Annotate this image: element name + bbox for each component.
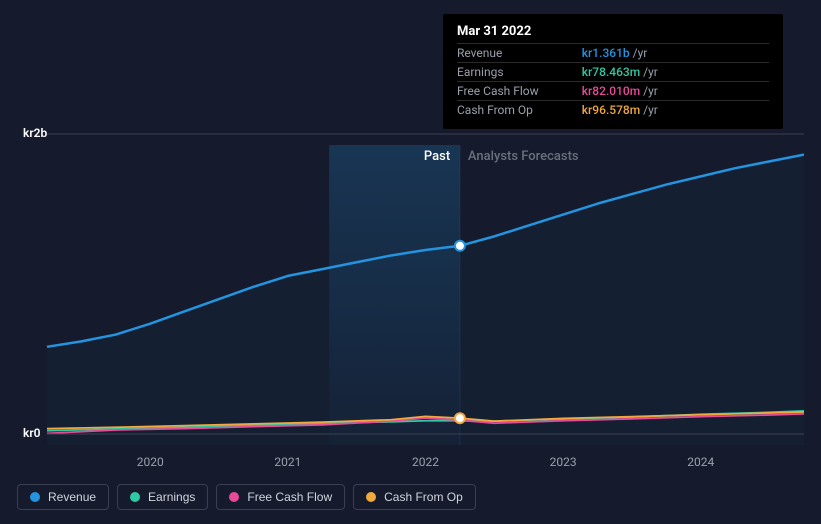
legend-label: Revenue [48, 490, 96, 504]
tooltip-row-label: Free Cash Flow [457, 82, 582, 101]
legend-label: Free Cash Flow [247, 490, 332, 504]
legend-dot-icon [229, 492, 239, 502]
marker-revenue [455, 241, 465, 251]
tooltip-row-value: kr82.010m /yr [582, 82, 769, 101]
x-axis-label: 2023 [550, 455, 577, 469]
marker-cash_from_op [455, 413, 465, 423]
x-axis-label: 2024 [687, 455, 714, 469]
tooltip-row-label: Cash From Op [457, 101, 582, 120]
legend-dot-icon [366, 492, 376, 502]
legend-dot-icon [30, 492, 40, 502]
tooltip-date: Mar 31 2022 [457, 24, 769, 43]
x-axis-label: 2021 [274, 455, 301, 469]
tooltip-row: Free Cash Flow kr82.010m /yr [457, 82, 769, 101]
y-axis-label: kr0 [23, 426, 41, 440]
x-axis-label: 2022 [412, 455, 439, 469]
legend-label: Earnings [148, 490, 195, 504]
tooltip-row-value: kr1.361b /yr [582, 44, 769, 63]
tooltip-row: Revenue kr1.361b /yr [457, 44, 769, 63]
legend-earnings[interactable]: Earnings [117, 484, 208, 510]
legend-label: Cash From Op [384, 490, 463, 504]
legend-free_cash_flow[interactable]: Free Cash Flow [216, 484, 345, 510]
tooltip-row-value: kr96.578m /yr [582, 101, 769, 120]
tooltip-row-label: Earnings [457, 63, 582, 82]
x-axis-label: 2020 [137, 455, 164, 469]
legend-cash_from_op[interactable]: Cash From Op [353, 484, 476, 510]
tooltip-row: Earnings kr78.463m /yr [457, 63, 769, 82]
chart-tooltip: Mar 31 2022 Revenue kr1.361b /yrEarnings… [443, 14, 783, 129]
chart-legend: Revenue Earnings Free Cash Flow Cash From O… [17, 484, 476, 510]
past-label: Past [424, 149, 450, 164]
legend-revenue[interactable]: Revenue [17, 484, 109, 510]
tooltip-row: Cash From Op kr96.578m /yr [457, 101, 769, 120]
legend-dot-icon [130, 492, 140, 502]
tooltip-table: Revenue kr1.361b /yrEarnings kr78.463m /… [457, 43, 769, 119]
forecast-label: Analysts Forecasts [468, 149, 579, 164]
tooltip-row-label: Revenue [457, 44, 582, 63]
y-axis-label: kr2b [23, 126, 47, 140]
tooltip-row-value: kr78.463m /yr [582, 63, 769, 82]
